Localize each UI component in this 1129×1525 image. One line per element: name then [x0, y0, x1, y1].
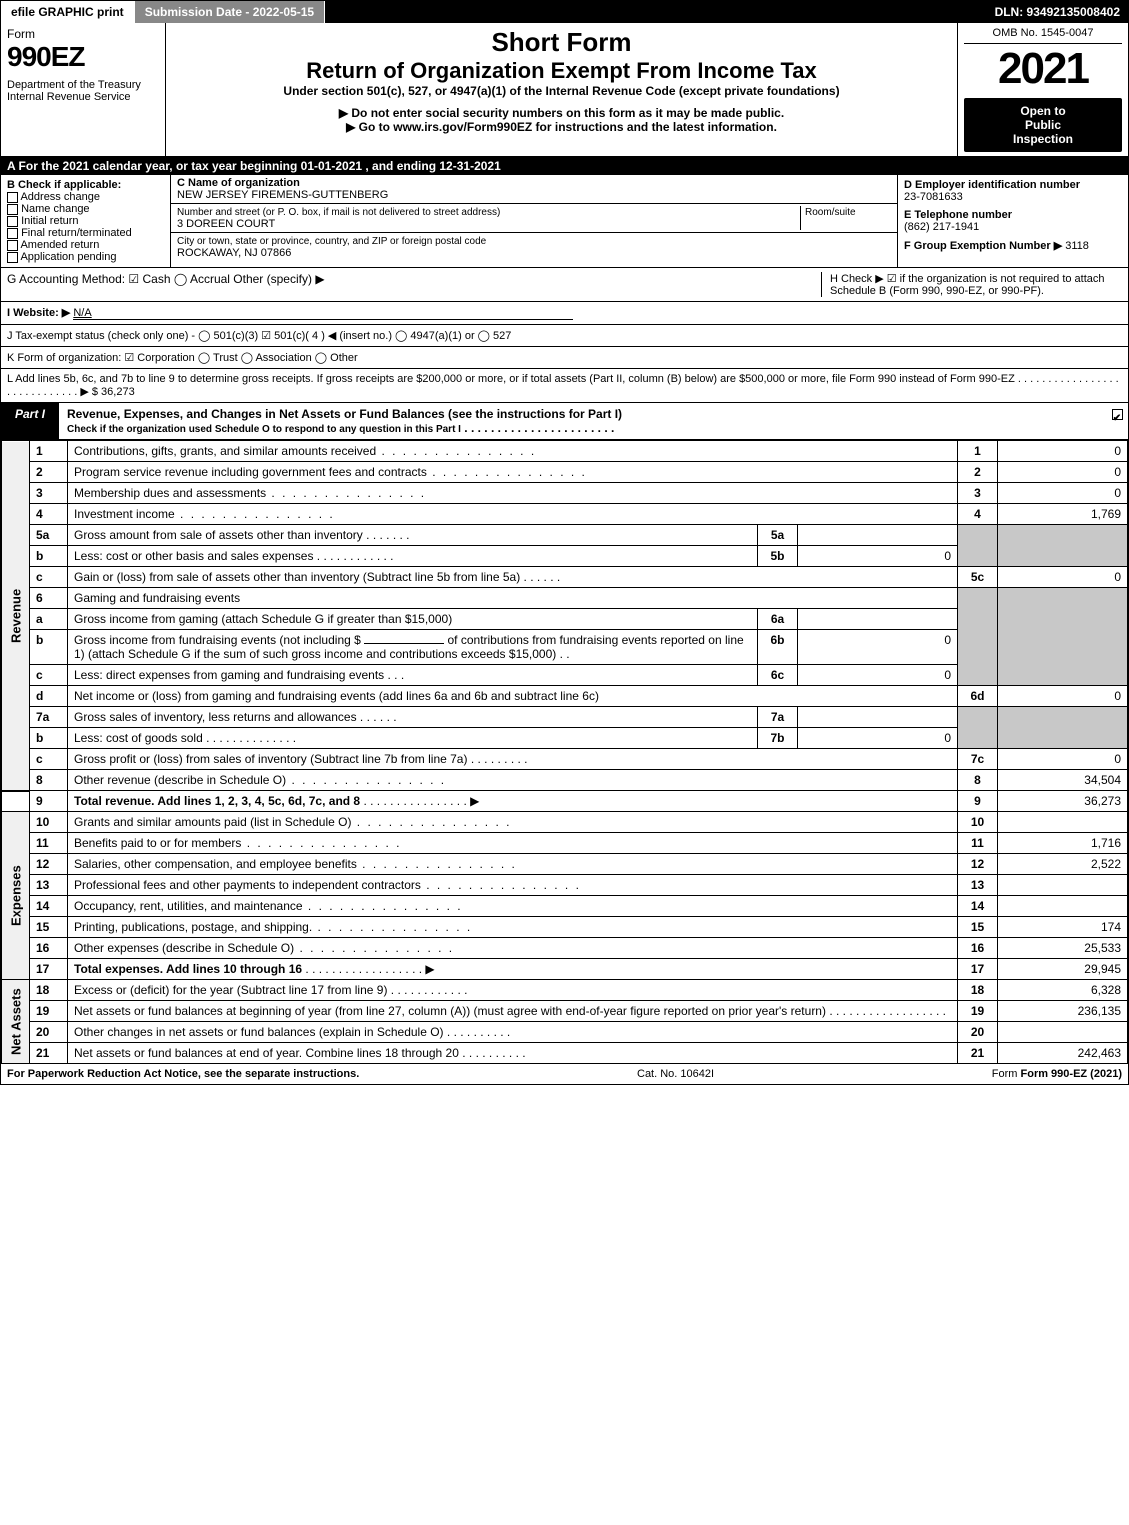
box-d-e-f: D Employer identification number 23-7081…	[898, 175, 1128, 267]
form-number: 990EZ	[7, 41, 159, 73]
return-title: Return of Organization Exempt From Incom…	[172, 58, 951, 84]
form-footer: For Paperwork Reduction Act Notice, see …	[1, 1064, 1128, 1084]
short-form-title: Short Form	[172, 27, 951, 58]
line-11: 11 Benefits paid to or for members 11 1,…	[2, 833, 1128, 854]
submission-date-tab: Submission Date - 2022-05-15	[135, 1, 325, 23]
open-inspection-box: Open to Public Inspection	[964, 98, 1122, 152]
schedule-b-check: H Check ▶ ☑ if the organization is not r…	[822, 272, 1122, 297]
row-l-gross-receipts: L Add lines 5b, 6c, and 7b to line 9 to …	[1, 369, 1128, 403]
box-c: C Name of organization NEW JERSEY FIREME…	[171, 175, 898, 267]
line-9: 9 Total revenue. Add lines 1, 2, 3, 4, 5…	[2, 791, 1128, 812]
part-i-header: Part I Revenue, Expenses, and Changes in…	[1, 403, 1128, 440]
name-label: C Name of organization	[177, 177, 300, 189]
opt-final-return[interactable]: Final return/terminated	[7, 227, 164, 239]
row-g-h: G Accounting Method: ☑ Cash ◯ Accrual Ot…	[1, 268, 1128, 302]
line-13: 13 Professional fees and other payments …	[2, 875, 1128, 896]
line-3: 3 Membership dues and assessments 3 0	[2, 483, 1128, 504]
form-header: Form 990EZ Department of the Treasury In…	[1, 23, 1128, 157]
ein-label: D Employer identification number	[904, 179, 1122, 191]
box-b-title: B Check if applicable:	[7, 179, 164, 191]
line-7a: 7a Gross sales of inventory, less return…	[2, 707, 1128, 728]
street-address: 3 DOREEN COURT	[177, 218, 275, 230]
line-14: 14 Occupancy, rent, utilities, and maint…	[2, 896, 1128, 917]
ein-value: 23-7081633	[904, 191, 1122, 203]
website-value: N/A	[73, 307, 573, 320]
line-1: Revenue 1 Contributions, gifts, grants, …	[2, 441, 1128, 462]
line-20: 20 Other changes in net assets or fund b…	[2, 1022, 1128, 1043]
line-18: Net Assets 18 Excess or (deficit) for th…	[2, 980, 1128, 1001]
city-state-zip: ROCKAWAY, NJ 07866	[177, 247, 291, 259]
gross-receipts-amount: $ 36,273	[92, 386, 135, 398]
goto-link[interactable]: ▶ Go to www.irs.gov/Form990EZ for instru…	[172, 120, 951, 134]
under-section: Under section 501(c), 527, or 4947(a)(1)…	[172, 84, 951, 98]
part-i-table: Revenue 1 Contributions, gifts, grants, …	[1, 440, 1128, 1064]
box-b: B Check if applicable: Address change Na…	[1, 175, 171, 267]
dln: DLN: 93492135008402	[987, 1, 1128, 23]
line-6: 6 Gaming and fundraising events	[2, 588, 1128, 609]
line-17: 17 Total expenses. Add lines 10 through …	[2, 959, 1128, 980]
row-j-tax-exempt: J Tax-exempt status (check only one) - ◯…	[1, 325, 1128, 347]
part-i-tab: Part I	[1, 403, 59, 439]
opt-amended-return[interactable]: Amended return	[7, 239, 164, 251]
catalog-number: Cat. No. 10642I	[637, 1068, 714, 1080]
topbar: efile GRAPHIC print Submission Date - 20…	[1, 1, 1128, 23]
tax-year: 2021	[964, 44, 1122, 94]
row-a-tax-year: A For the 2021 calendar year, or tax yea…	[1, 157, 1128, 175]
dept-treasury: Department of the Treasury	[7, 79, 159, 91]
form-container: efile GRAPHIC print Submission Date - 20…	[0, 0, 1129, 1085]
org-name: NEW JERSEY FIREMENS-GUTTENBERG	[177, 189, 388, 201]
line-4: 4 Investment income 4 1,769	[2, 504, 1128, 525]
section-b-c-d: B Check if applicable: Address change Na…	[1, 175, 1128, 268]
line-5a: 5a Gross amount from sale of assets othe…	[2, 525, 1128, 546]
city-label: City or town, state or province, country…	[177, 236, 486, 247]
form-version: Form Form 990-EZ (2021)	[992, 1068, 1122, 1080]
room-label: Room/suite	[805, 207, 856, 218]
efile-print-tab[interactable]: efile GRAPHIC print	[1, 1, 135, 23]
row-k-form-of-org: K Form of organization: ☑ Corporation ◯ …	[1, 347, 1128, 369]
opt-name-change[interactable]: Name change	[7, 203, 164, 215]
line-16: 16 Other expenses (describe in Schedule …	[2, 938, 1128, 959]
line-15: 15 Printing, publications, postage, and …	[2, 917, 1128, 938]
line-12: 12 Salaries, other compensation, and emp…	[2, 854, 1128, 875]
schedule-o-checkbox[interactable]	[1106, 403, 1128, 439]
expenses-label: Expenses	[2, 812, 30, 980]
ssn-warning: ▶ Do not enter social security numbers o…	[172, 106, 951, 120]
group-exemption-value: 3118	[1065, 240, 1089, 252]
line-19: 19 Net assets or fund balances at beginn…	[2, 1001, 1128, 1022]
part-i-title: Revenue, Expenses, and Changes in Net As…	[67, 407, 622, 421]
tel-value: (862) 217-1941	[904, 221, 1122, 233]
net-assets-label: Net Assets	[2, 980, 30, 1064]
line-7c: c Gross profit or (loss) from sales of i…	[2, 749, 1128, 770]
accounting-method: G Accounting Method: ☑ Cash ◯ Accrual Ot…	[7, 272, 822, 297]
line-5c: c Gain or (loss) from sale of assets oth…	[2, 567, 1128, 588]
group-exemption-label: F Group Exemption Number ▶	[904, 240, 1062, 252]
line-8: 8 Other revenue (describe in Schedule O)…	[2, 770, 1128, 791]
addr-label: Number and street (or P. O. box, if mail…	[177, 207, 500, 218]
omb-number: OMB No. 1545-0047	[964, 27, 1122, 44]
opt-address-change[interactable]: Address change	[7, 191, 164, 203]
line-2: 2 Program service revenue including gove…	[2, 462, 1128, 483]
opt-initial-return[interactable]: Initial return	[7, 215, 164, 227]
line-10: Expenses 10 Grants and similar amounts p…	[2, 812, 1128, 833]
line-21: 21 Net assets or fund balances at end of…	[2, 1043, 1128, 1064]
row-i-website: I Website: ▶ N/A	[1, 302, 1128, 325]
revenue-label: Revenue	[2, 441, 30, 791]
tel-label: E Telephone number	[904, 209, 1122, 221]
part-i-sub: Check if the organization used Schedule …	[67, 424, 461, 435]
paperwork-notice: For Paperwork Reduction Act Notice, see …	[7, 1068, 359, 1080]
opt-application-pending[interactable]: Application pending	[7, 251, 164, 263]
irs-label: Internal Revenue Service	[7, 91, 159, 103]
line-6d: d Net income or (loss) from gaming and f…	[2, 686, 1128, 707]
form-label: Form	[7, 27, 159, 41]
